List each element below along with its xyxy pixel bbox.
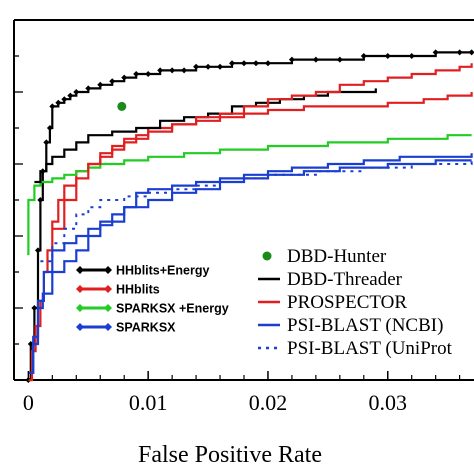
- series-psi-blast-ncbi: [28, 159, 472, 374]
- series-line: [40, 160, 473, 263]
- data-point: [85, 85, 92, 92]
- data-point: [46, 125, 53, 131]
- data-point: [193, 63, 200, 70]
- legend-label: PSI-BLAST (UniProt: [287, 338, 453, 359]
- series-sparksx: [28, 153, 473, 374]
- x-tick-label: 0.02: [249, 390, 288, 415]
- data-point: [121, 74, 128, 81]
- legend-item-hhblits: HHblits: [76, 283, 160, 297]
- legend-item-prospector: PROSPECTOR: [258, 292, 407, 313]
- legend-marker: [104, 323, 112, 331]
- series-line: [34, 88, 377, 184]
- series-dbd-threader: [34, 88, 377, 184]
- y-axis-ticks: [14, 19, 23, 345]
- data-point: [264, 60, 271, 67]
- series-dbd-hunter: [117, 101, 127, 111]
- legend-label: PROSPECTOR: [287, 292, 407, 313]
- x-tick-label: 0: [23, 390, 34, 415]
- legend-label: HHblits+Energy: [116, 264, 209, 278]
- legend-marker: [104, 285, 112, 293]
- data-point: [109, 78, 116, 85]
- series-line: [28, 153, 473, 374]
- legend-marker: [76, 323, 84, 331]
- data-point: [241, 60, 247, 67]
- data-point: [229, 60, 236, 67]
- data-point: [181, 67, 188, 74]
- data-point: [336, 56, 343, 63]
- x-tick-label: 0.03: [369, 390, 408, 415]
- data-point: [205, 63, 212, 70]
- data-point: [312, 56, 319, 63]
- data-point: [31, 305, 38, 311]
- series-line: [52, 63, 473, 230]
- x-axis-title: False Positive Rate: [138, 442, 322, 468]
- data-point: [288, 56, 295, 63]
- data-point: [37, 197, 44, 203]
- series-sparksx-energy: [27, 134, 472, 256]
- data-point: [384, 53, 391, 59]
- data-point: [67, 92, 74, 99]
- legend-label: DBD-Threader: [287, 269, 403, 290]
- data-point: [157, 67, 164, 74]
- data-point: [432, 49, 439, 56]
- data-point: [49, 103, 56, 110]
- legend-label: DBD-Hunter: [287, 246, 387, 267]
- legend-label: SPARKSX: [116, 321, 176, 335]
- legend-item-sparksx: SPARKSX: [76, 321, 176, 335]
- data-point: [468, 49, 474, 56]
- x-tick-label: 0.01: [129, 390, 168, 415]
- series-line: [27, 134, 472, 256]
- data-point: [43, 139, 50, 146]
- legend-label: HHblits: [116, 283, 160, 297]
- data-point: [34, 247, 41, 254]
- legend-label: PSI-BLAST (NCBI): [287, 315, 443, 336]
- series-psi-blast-uniprot: [40, 160, 473, 263]
- legend-marker: [262, 251, 272, 261]
- data-point: [97, 81, 104, 88]
- data-point: [456, 49, 463, 56]
- series-layer: [25, 49, 474, 383]
- data-point: [360, 53, 367, 59]
- legend-item-sparksx-energy: SPARKSX +Energy: [76, 302, 229, 316]
- series-line: [28, 159, 472, 374]
- legend-label: SPARKSX +Energy: [116, 302, 229, 316]
- data-point: [73, 89, 80, 95]
- legend-item-dbd-hunter: DBD-Hunter: [262, 246, 387, 267]
- data-point: [55, 99, 62, 106]
- data-point: [61, 96, 68, 103]
- series-prospector: [52, 63, 473, 230]
- legend-marker: [76, 304, 84, 312]
- legend-marker: [104, 266, 112, 274]
- legend-item-psi-blast-ncbi: PSI-BLAST (NCBI): [258, 315, 443, 336]
- data-point: [169, 67, 176, 74]
- data-point: [408, 53, 415, 59]
- legend-marker: [76, 285, 84, 293]
- x-axis-ticks: 0 0.01 0.02 0.03: [23, 371, 461, 415]
- data-point: [145, 71, 152, 77]
- legend-item-psi-blast-uniprot: PSI-BLAST (UniProt: [258, 338, 453, 359]
- legend-item-dbd-threader: DBD-Threader: [258, 269, 403, 290]
- data-point: [252, 60, 259, 67]
- data-point: [117, 101, 127, 111]
- legend-left: HHblits+Energy HHblits SPARKSX +Energy SPAR…: [76, 264, 229, 335]
- legend-marker: [76, 266, 84, 274]
- legend-item-hhblits-energy: HHblits+Energy: [76, 264, 209, 278]
- legend-right: DBD-HunterDBD-ThreaderPROSPECTORPSI-BLAS…: [258, 246, 453, 359]
- data-point: [217, 63, 224, 70]
- legend-marker: [104, 304, 112, 312]
- data-point: [133, 71, 140, 77]
